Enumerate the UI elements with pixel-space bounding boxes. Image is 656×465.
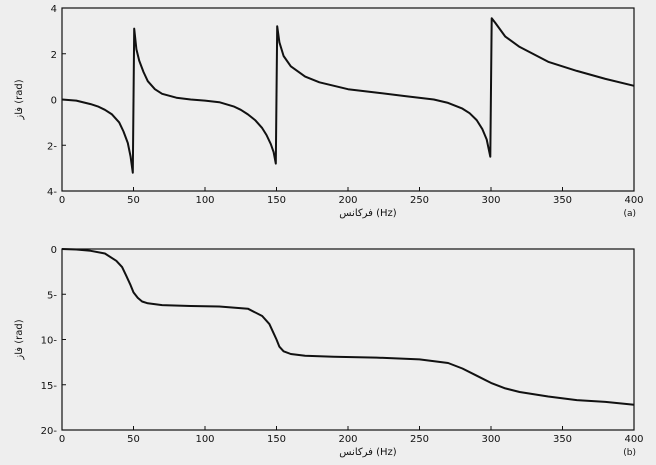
x-tick-label: 400 [624, 195, 643, 206]
x-tick-label: 400 [624, 434, 643, 445]
x-tick-label: 350 [553, 434, 572, 445]
x-tick-label: 100 [195, 434, 214, 445]
y-tick-label: 0 [51, 96, 57, 107]
y-tick-label: 5- [47, 290, 57, 301]
y-tick-label: 4 [51, 4, 57, 15]
x-tick-label: 0 [59, 434, 65, 445]
y-axis-label: فاز (rad) [14, 79, 25, 120]
y-tick-label: 10- [41, 336, 58, 347]
x-tick-label: 300 [481, 195, 500, 206]
x-tick-label: 250 [410, 195, 429, 206]
x-tick-label: 50 [127, 195, 140, 206]
panel-label: (b) [623, 448, 636, 458]
series-line-a-0 [61, 17, 635, 174]
x-tick-label: 300 [481, 434, 500, 445]
chart-panel-b: 0 50 100 150 200 250 300 350 400 20- 15- 10- 5- 0 فرکا… [14, 245, 644, 458]
x-tick-label: 150 [267, 195, 286, 206]
x-tick-label: 0 [59, 195, 65, 206]
x-tick-label: 250 [410, 434, 429, 445]
series-line-b-0 [61, 248, 635, 406]
x-tick-label: 150 [267, 434, 286, 445]
panel-label: (a) [623, 209, 636, 219]
x-tick-label: 350 [553, 195, 572, 206]
y-tick-label: 2- [47, 141, 57, 152]
x-axis-label: فرکانس (Hz) [339, 447, 396, 458]
chart-panel-a: 0 50 100 150 200 250 300 350 400 4- 2- 0 2 4 فرکانس (H… [14, 4, 644, 219]
x-tick-label: 200 [338, 195, 357, 206]
y-tick-label: 0 [51, 245, 57, 256]
y-tick-label: 4- [47, 187, 57, 198]
x-tick-label: 100 [195, 195, 214, 206]
x-axis-label: فرکانس (Hz) [339, 208, 396, 219]
y-tick-label: 20- [41, 426, 58, 437]
y-axis-label: فاز (rad) [14, 319, 25, 360]
x-tick-label: 200 [338, 434, 357, 445]
y-tick-label: 2 [51, 50, 57, 61]
y-tick-label: 15- [41, 381, 58, 392]
x-tick-label: 50 [127, 434, 140, 445]
